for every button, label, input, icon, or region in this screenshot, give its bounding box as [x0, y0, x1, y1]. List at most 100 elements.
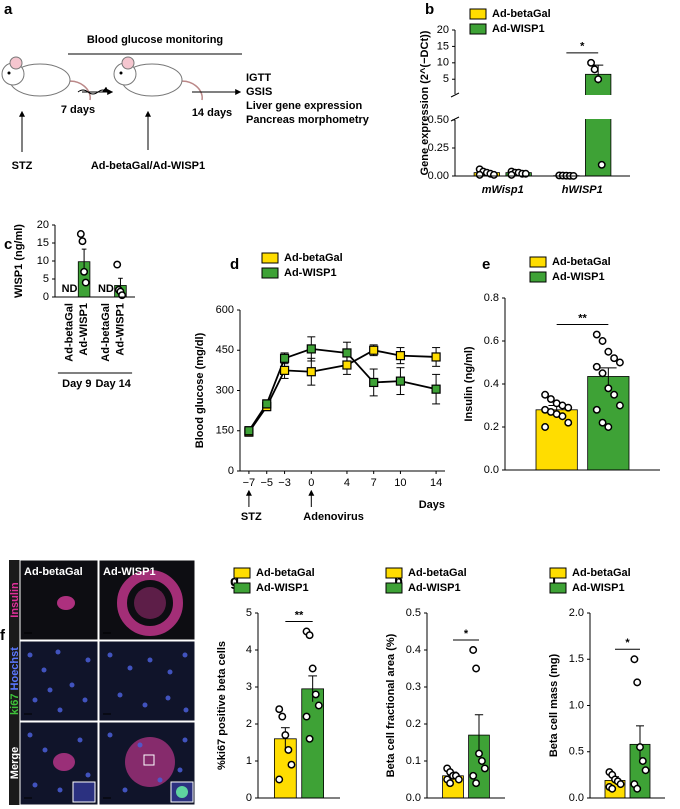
legend-label: Ad-WISP1: [284, 267, 337, 279]
y-tick-label: 0: [43, 291, 49, 303]
annotation: Adenovirus: [303, 511, 364, 523]
data-point: [608, 784, 617, 793]
y-tick-label: 0: [228, 465, 234, 477]
y-tick-label: 15: [437, 40, 449, 52]
data-point: [302, 712, 311, 721]
data-point: [507, 170, 516, 179]
data-point: [616, 780, 625, 789]
legend-label: Ad-WISP1: [492, 23, 545, 35]
y-tick-label: 1.0: [569, 699, 584, 711]
row-label: ki67 Hoechst: [9, 647, 21, 715]
marker: [369, 377, 379, 388]
data-point: [598, 418, 607, 427]
y-tick-label: 450: [216, 344, 234, 356]
y-tick-label: 5: [443, 73, 449, 85]
x-tick-label: −3: [278, 477, 291, 489]
nuclei-stain: [27, 649, 189, 793]
data-point: [311, 690, 320, 699]
design-diagram: a Blood glucose monitoring 7 days 14 day…: [1, 1, 370, 172]
group-label: Day 9: [62, 378, 91, 390]
x-tick-label: Ad-betaGal: [63, 303, 75, 362]
x-tick-label: 0: [308, 477, 314, 489]
micrograph-panel: f Ad-betaGal Ad-WISP1: [0, 559, 196, 806]
data-point: [308, 664, 317, 673]
legend-label: Ad-WISP1: [552, 271, 605, 283]
data-point: [284, 745, 293, 754]
data-point: [558, 412, 567, 421]
legend-swatch: [385, 567, 403, 579]
x-tick-label: mWisp1: [482, 184, 524, 196]
data-point: [314, 701, 323, 710]
data-point: [446, 779, 455, 788]
label-strip: [9, 560, 20, 805]
data-point: [113, 260, 122, 269]
legend-swatch: [261, 267, 279, 279]
legend-label: Ad-WISP1: [572, 582, 625, 594]
y-tick-label: 0.5: [406, 607, 421, 619]
data-point: [564, 418, 573, 427]
outcome: GSIS: [246, 86, 272, 98]
monitoring-label: Blood glucose monitoring: [87, 34, 223, 46]
legend-swatch: [233, 567, 251, 579]
data-point: [278, 712, 287, 721]
outcome: Pancreas morphometry: [246, 114, 370, 126]
interval-label: 7 days: [61, 104, 95, 116]
data-point: [604, 423, 613, 431]
y-tick-label: 15: [37, 237, 49, 249]
data-point: [630, 655, 639, 664]
significance-label: *: [580, 41, 585, 53]
marker: [369, 345, 379, 355]
bar: [535, 409, 578, 471]
y-tick-label: 0.6: [484, 335, 499, 347]
y-tick-label: 5: [246, 607, 252, 619]
panel-letter: c: [4, 236, 12, 253]
marker: [306, 367, 316, 377]
x-tick-label: 10: [394, 477, 406, 489]
data-point: [454, 775, 463, 784]
group-label: Day 14: [95, 378, 131, 390]
y-tick-label: 2.0: [569, 607, 584, 619]
marker: [395, 351, 406, 361]
outcome: IGTT: [246, 72, 271, 84]
stain-name: Hoechst: [9, 647, 21, 691]
legend-label: Ad-betaGal: [256, 567, 315, 579]
x-axis-label: Days: [419, 499, 445, 511]
annotation: STZ: [241, 511, 262, 523]
data-point: [610, 354, 619, 363]
data-point: [633, 678, 642, 687]
y-tick-label: 1: [246, 755, 252, 767]
legend-swatch: [469, 23, 487, 35]
marker: [431, 384, 441, 394]
y-axis-label: Insulin (ng/ml): [463, 346, 475, 421]
legend-swatch: [549, 582, 567, 594]
column-header: Ad-WISP1: [103, 566, 156, 578]
y-axis-label: Gene expression (2^(−DCt)): [419, 30, 431, 175]
x-tick-label: hWISP1: [562, 184, 603, 196]
row-label: Merge: [9, 747, 21, 779]
legend-label: Ad-WISP1: [256, 582, 309, 594]
x-tick-label: −5: [260, 477, 273, 489]
data-point: [81, 278, 90, 287]
data-point: [489, 170, 498, 179]
data-point: [610, 390, 619, 399]
column-header: Ad-betaGal: [24, 566, 83, 578]
legend-swatch: [261, 252, 279, 264]
x-tick-label: 7: [371, 477, 377, 489]
x-tick-label: Ad-betaGal: [100, 303, 112, 362]
marker: [244, 426, 254, 436]
axis-break-gap: [456, 95, 631, 119]
data-point: [475, 170, 484, 179]
legend-label: Ad-betaGal: [552, 256, 611, 268]
y-tick-label: 4: [246, 644, 252, 656]
data-point: [594, 75, 603, 84]
micrograph: [98, 640, 196, 722]
x-tick-label: 4: [344, 477, 350, 489]
data-point: [305, 734, 314, 743]
data-point: [564, 403, 573, 412]
panel-letter: f: [0, 627, 6, 644]
y-tick-label: 0.4: [484, 378, 499, 390]
legend-swatch: [233, 582, 251, 594]
data-point: [469, 771, 478, 780]
data-point: [592, 405, 601, 414]
